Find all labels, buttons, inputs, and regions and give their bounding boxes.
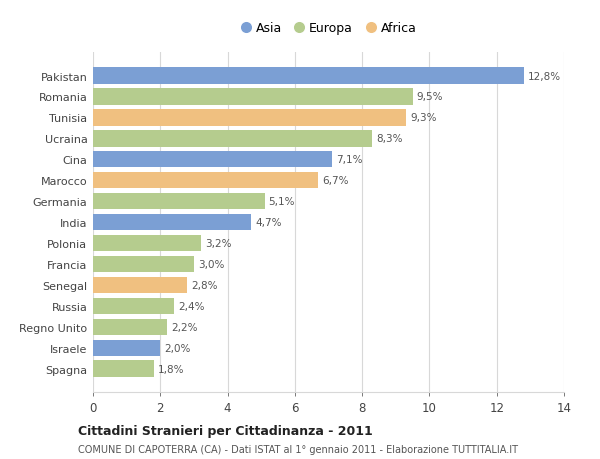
Text: 1,8%: 1,8% <box>158 364 184 374</box>
Text: Cittadini Stranieri per Cittadinanza - 2011: Cittadini Stranieri per Cittadinanza - 2… <box>78 425 373 437</box>
Bar <box>93 256 194 273</box>
Bar <box>93 131 372 147</box>
Bar <box>93 340 160 356</box>
Text: COMUNE DI CAPOTERRA (CA) - Dati ISTAT al 1° gennaio 2011 - Elaborazione TUTTITAL: COMUNE DI CAPOTERRA (CA) - Dati ISTAT al… <box>78 444 518 454</box>
Text: 2,8%: 2,8% <box>191 280 218 290</box>
Bar <box>93 361 154 377</box>
Bar <box>93 152 332 168</box>
Text: 3,2%: 3,2% <box>205 239 231 248</box>
Bar <box>93 68 524 84</box>
Text: 3,0%: 3,0% <box>198 259 224 269</box>
Bar <box>93 110 406 126</box>
Text: 2,4%: 2,4% <box>178 301 204 311</box>
Text: 8,3%: 8,3% <box>376 134 403 144</box>
Bar <box>93 194 265 210</box>
Bar <box>93 173 319 189</box>
Text: 9,5%: 9,5% <box>416 92 443 102</box>
Bar <box>93 89 413 106</box>
Text: 5,1%: 5,1% <box>269 197 295 207</box>
Text: 6,7%: 6,7% <box>322 176 349 186</box>
Bar <box>93 214 251 231</box>
Bar <box>93 319 167 335</box>
Legend: Asia, Europa, Africa: Asia, Europa, Africa <box>237 18 420 39</box>
Text: 4,7%: 4,7% <box>255 218 281 228</box>
Text: 12,8%: 12,8% <box>527 72 561 81</box>
Text: 9,3%: 9,3% <box>410 113 436 123</box>
Bar <box>93 235 200 252</box>
Bar <box>93 298 174 314</box>
Bar <box>93 277 187 293</box>
Text: 2,2%: 2,2% <box>171 322 197 332</box>
Text: 7,1%: 7,1% <box>336 155 362 165</box>
Text: 2,0%: 2,0% <box>164 343 191 353</box>
